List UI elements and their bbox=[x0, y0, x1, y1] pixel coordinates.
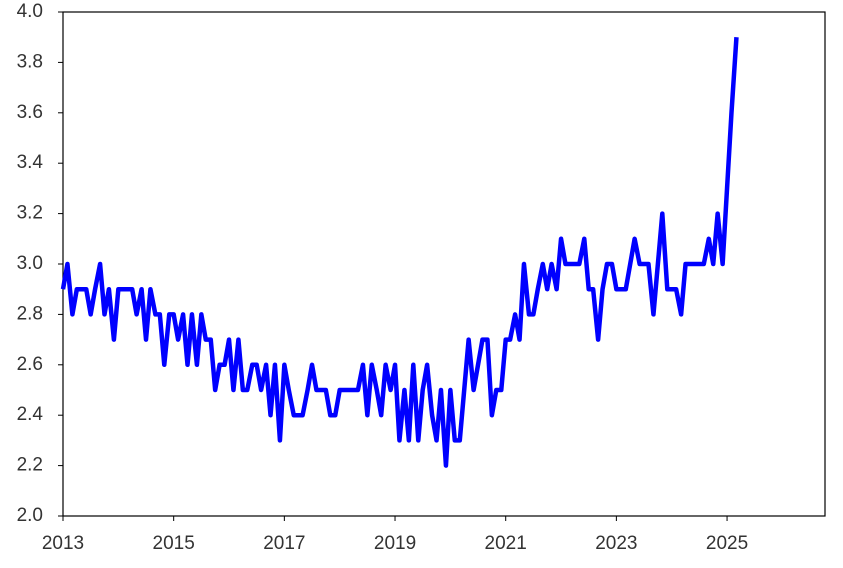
x-tick-label: 2017 bbox=[263, 533, 305, 554]
y-tick-label: 3.2 bbox=[17, 203, 43, 224]
y-tick-label: 3.4 bbox=[17, 152, 44, 173]
x-tick-label: 2013 bbox=[42, 533, 84, 554]
y-tick-label: 2.6 bbox=[17, 354, 43, 375]
y-tick-label: 3.8 bbox=[17, 51, 43, 72]
x-tick-label: 2015 bbox=[153, 533, 195, 554]
y-tick-label: 2.8 bbox=[17, 303, 43, 324]
y-tick-label: 3.0 bbox=[17, 253, 43, 274]
y-tick-label: 3.6 bbox=[17, 102, 43, 123]
x-tick-label: 2021 bbox=[485, 533, 527, 554]
y-tick-label: 2.4 bbox=[17, 404, 44, 425]
y-tick-label: 2.0 bbox=[17, 505, 43, 526]
y-tick-label: 4.0 bbox=[17, 1, 43, 22]
x-tick-label: 2023 bbox=[595, 533, 637, 554]
series-line bbox=[60, 37, 739, 468]
x-tick-label: 2019 bbox=[374, 533, 416, 554]
y-tick-label: 2.2 bbox=[17, 455, 43, 476]
x-tick-label: 2025 bbox=[706, 533, 748, 554]
